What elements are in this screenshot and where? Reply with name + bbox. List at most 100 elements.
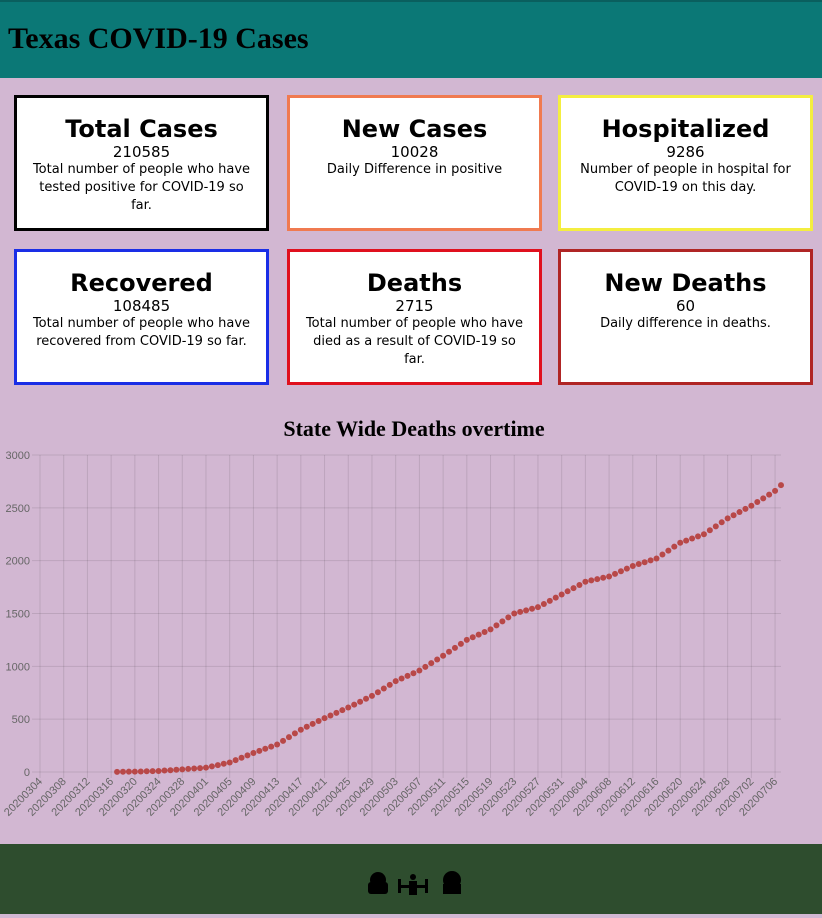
data-point: [612, 570, 619, 577]
data-point: [285, 734, 292, 741]
card-value: 210585: [112, 143, 171, 161]
data-point: [380, 685, 387, 692]
data-point: [695, 533, 702, 540]
data-point: [114, 768, 121, 775]
data-point: [274, 741, 281, 748]
data-point: [297, 726, 304, 733]
y-tick-label: 3000: [6, 450, 30, 462]
data-point: [238, 754, 245, 761]
data-point: [463, 636, 470, 643]
data-point: [641, 559, 648, 566]
data-point: [392, 678, 399, 685]
data-point: [523, 607, 530, 614]
data-point: [623, 565, 630, 572]
data-point: [712, 523, 719, 530]
card-description: Daily Difference in positive: [326, 162, 503, 177]
data-point: [546, 597, 553, 604]
data-point: [700, 531, 707, 538]
footer: [0, 844, 822, 914]
data-point: [137, 768, 144, 775]
chart: State Wide Deaths overtime 0 500 1000 1500 2…: [2, 416, 784, 819]
data-point: [374, 689, 381, 696]
data-point: [558, 591, 565, 598]
data-point: [220, 760, 227, 767]
data-point: [766, 491, 773, 498]
data-point: [493, 622, 500, 629]
card-description: Total number of people who have recovere…: [32, 316, 251, 349]
page-title: Texas COVID-19 Cases: [8, 22, 309, 55]
data-point: [629, 562, 636, 569]
data-point: [582, 578, 589, 585]
data-point: [683, 537, 690, 544]
data-point: [469, 634, 476, 641]
data-point: [635, 561, 642, 568]
data-point: [208, 763, 215, 770]
data-point: [149, 768, 156, 775]
data-point: [422, 663, 429, 670]
data-point: [167, 767, 174, 774]
data-point: [197, 765, 204, 772]
data-point: [511, 610, 518, 617]
card-description: Total number of people who have died as …: [305, 316, 524, 367]
card-title: New Cases: [341, 115, 488, 143]
data-point: [446, 648, 453, 655]
data-point: [778, 482, 784, 489]
y-tick-label: 500: [12, 714, 30, 726]
footer-icons: [368, 871, 461, 895]
data-point: [404, 672, 411, 679]
data-point: [309, 720, 316, 727]
data-point: [736, 509, 743, 516]
data-point: [351, 701, 358, 708]
data-point: [517, 608, 524, 615]
stat-card: Recovered 108485 Total number of people wh…: [14, 249, 269, 385]
data-point: [552, 594, 559, 601]
data-point: [410, 670, 417, 677]
data-point: [434, 656, 441, 663]
data-point: [499, 618, 506, 625]
data-point: [570, 585, 577, 592]
data-point: [262, 745, 269, 752]
card-title: Deaths: [366, 269, 463, 297]
card-title: Recovered: [70, 269, 213, 297]
data-point: [291, 730, 298, 737]
data-point: [244, 752, 251, 759]
data-point: [119, 768, 126, 775]
card-value: 10028: [390, 143, 439, 161]
stat-card: New Cases 10028 Daily Difference in positi…: [287, 95, 542, 231]
card-title: Hospitalized: [601, 115, 770, 143]
data-point: [333, 709, 340, 716]
chart-title: State Wide Deaths overtime: [283, 416, 545, 441]
data-point: [398, 675, 405, 682]
data-point: [268, 743, 275, 750]
data-point: [315, 717, 322, 724]
stat-card: Deaths 2715 Total number of people who hav…: [287, 249, 542, 385]
data-point: [475, 631, 482, 638]
data-point: [161, 767, 168, 774]
card-value: 108485: [112, 297, 171, 315]
data-point: [386, 681, 393, 688]
data-point: [647, 557, 654, 564]
data-point: [250, 749, 257, 756]
header: Texas COVID-19 Cases: [0, 0, 822, 78]
stat-card: New Deaths 60 Daily difference in deaths.: [558, 249, 813, 385]
data-point: [677, 539, 684, 546]
data-point: [564, 588, 571, 595]
y-tick-label: 2500: [6, 503, 30, 515]
data-point: [724, 515, 731, 522]
data-point: [505, 614, 512, 621]
data-point: [760, 495, 767, 502]
data-point: [280, 737, 287, 744]
data-point: [451, 644, 458, 651]
data-point: [540, 600, 547, 607]
data-point: [303, 723, 310, 730]
data-point: [487, 626, 494, 633]
data-point: [416, 667, 423, 674]
card-title: New Deaths: [604, 269, 767, 297]
card-value: 60: [675, 297, 696, 315]
data-point: [143, 768, 150, 775]
y-tick-label: 1500: [6, 609, 30, 621]
data-point: [357, 698, 364, 705]
card-value: 9286: [666, 143, 705, 161]
data-point: [345, 704, 352, 711]
data-point: [481, 628, 488, 635]
